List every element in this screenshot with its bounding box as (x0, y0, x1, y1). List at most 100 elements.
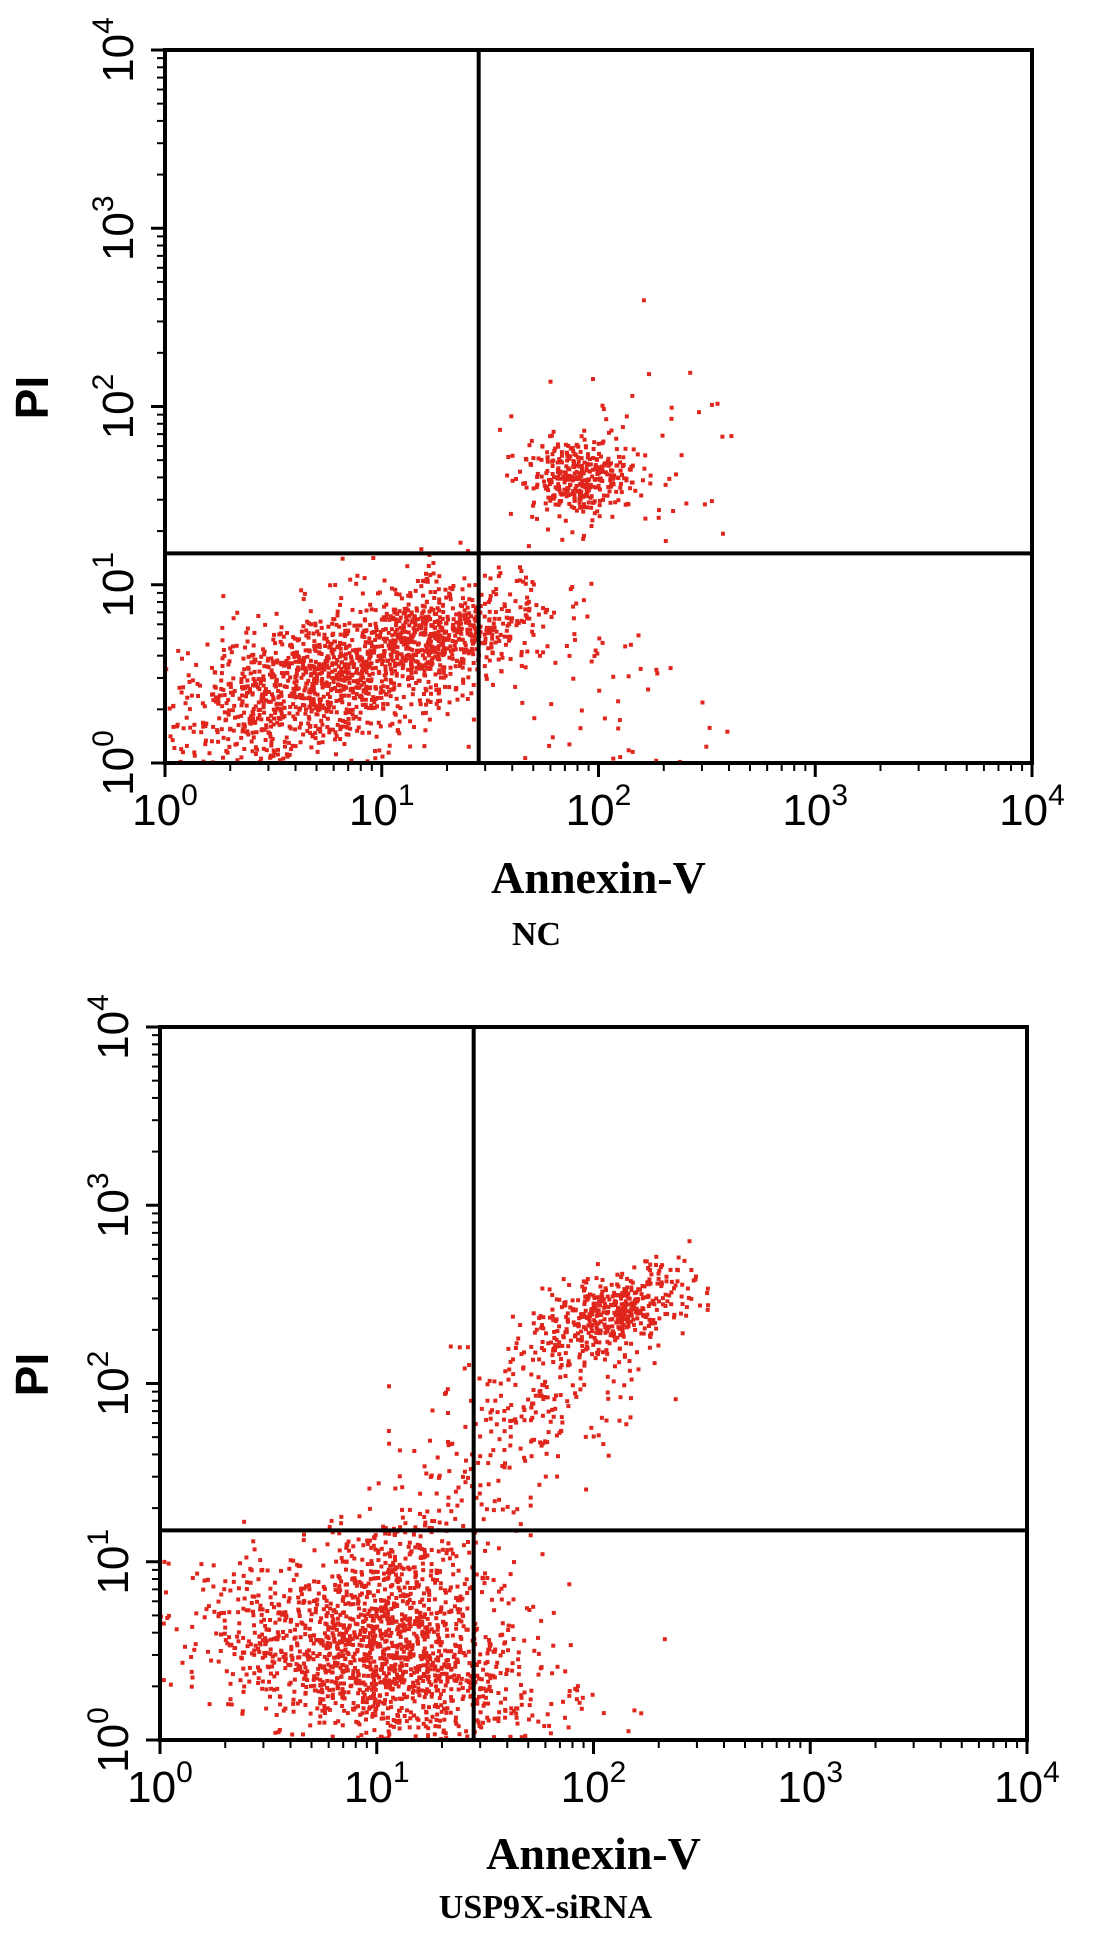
data-point (318, 1701, 323, 1706)
data-point (405, 1646, 410, 1651)
data-point (362, 1613, 367, 1618)
data-point (378, 1644, 383, 1649)
data-point (408, 1591, 413, 1596)
data-point (321, 733, 326, 738)
data-point (235, 714, 240, 719)
data-point (436, 1658, 441, 1663)
data-point (327, 1688, 332, 1693)
data-point (451, 1562, 455, 1567)
data-point (203, 724, 208, 728)
data-point (268, 1618, 272, 1622)
data-point (627, 1296, 632, 1301)
data-point (421, 1721, 426, 1726)
data-point (221, 594, 226, 599)
data-point (388, 652, 393, 657)
data-point (303, 1665, 308, 1670)
data-point (381, 684, 386, 689)
data-point (576, 476, 581, 481)
data-point (416, 1623, 421, 1628)
data-point (596, 1742, 600, 1746)
data-point (405, 645, 410, 650)
data-point (356, 1614, 361, 1619)
data-point (312, 1548, 317, 1553)
data-point (228, 1697, 233, 1702)
data-point (422, 692, 426, 696)
data-point (455, 1607, 460, 1612)
data-point (340, 1687, 345, 1692)
data-point (619, 1296, 623, 1301)
data-point (585, 1316, 590, 1321)
data-point (394, 617, 399, 622)
data-point (416, 1686, 421, 1691)
data-point (400, 627, 405, 632)
data-point (316, 1689, 321, 1694)
data-point (631, 1317, 636, 1322)
data-point (451, 648, 456, 652)
data-point (385, 1706, 390, 1711)
data-point (433, 654, 438, 659)
data-point (473, 1540, 478, 1545)
data-point (437, 1696, 442, 1701)
data-point (383, 639, 388, 644)
data-point (361, 1696, 365, 1701)
data-point (427, 717, 432, 722)
data-point (453, 1719, 458, 1724)
data-point (312, 644, 317, 648)
data-point (312, 647, 317, 652)
data-point (315, 1706, 320, 1711)
data-point (333, 583, 338, 587)
data-point (465, 1345, 470, 1350)
data-point (350, 1568, 355, 1573)
chart-panel-1: 100 101 102 103 104100101102103104PIAnnexin-… (6, 17, 1065, 953)
data-point (366, 706, 371, 710)
data-point (541, 1326, 546, 1331)
data-point (486, 1482, 491, 1487)
data-point (546, 527, 550, 532)
data-point (249, 660, 254, 665)
data-point (224, 1669, 229, 1674)
data-point (623, 446, 628, 451)
data-point (596, 1308, 601, 1313)
data-point (623, 1304, 628, 1309)
data-point (308, 658, 313, 663)
data-point (216, 739, 221, 744)
data-point (236, 770, 240, 774)
data-point (323, 659, 328, 663)
data-point (499, 651, 504, 656)
data-point (350, 712, 355, 717)
data-point (602, 493, 606, 498)
data-point (407, 1725, 412, 1730)
data-point (465, 605, 470, 610)
data-point (553, 446, 558, 451)
data-point (612, 1299, 617, 1304)
data-point (147, 712, 151, 716)
data-point (509, 1706, 514, 1711)
data-point (506, 616, 511, 621)
data-point (258, 1668, 263, 1673)
data-point (408, 1586, 413, 1590)
data-point (239, 703, 244, 708)
data-point (446, 1439, 450, 1444)
data-point (575, 1331, 580, 1336)
data-point (356, 1599, 361, 1604)
data-point (237, 696, 242, 701)
data-point (481, 1694, 486, 1699)
data-point (465, 1734, 470, 1739)
data-point (582, 460, 587, 465)
data-point (384, 1612, 389, 1617)
data-point (357, 1514, 362, 1519)
data-point (323, 1631, 327, 1636)
data-point (429, 623, 434, 628)
data-point (256, 1681, 261, 1685)
data-point (432, 1664, 437, 1669)
data-point (694, 1274, 698, 1279)
data-point (332, 1637, 337, 1641)
data-point (396, 1643, 401, 1648)
data-point (334, 699, 339, 703)
data-point (398, 637, 403, 642)
data-point (541, 1361, 546, 1366)
data-point (466, 621, 471, 626)
data-point (589, 524, 594, 528)
data-point (386, 1551, 391, 1556)
data-point (323, 1670, 328, 1675)
